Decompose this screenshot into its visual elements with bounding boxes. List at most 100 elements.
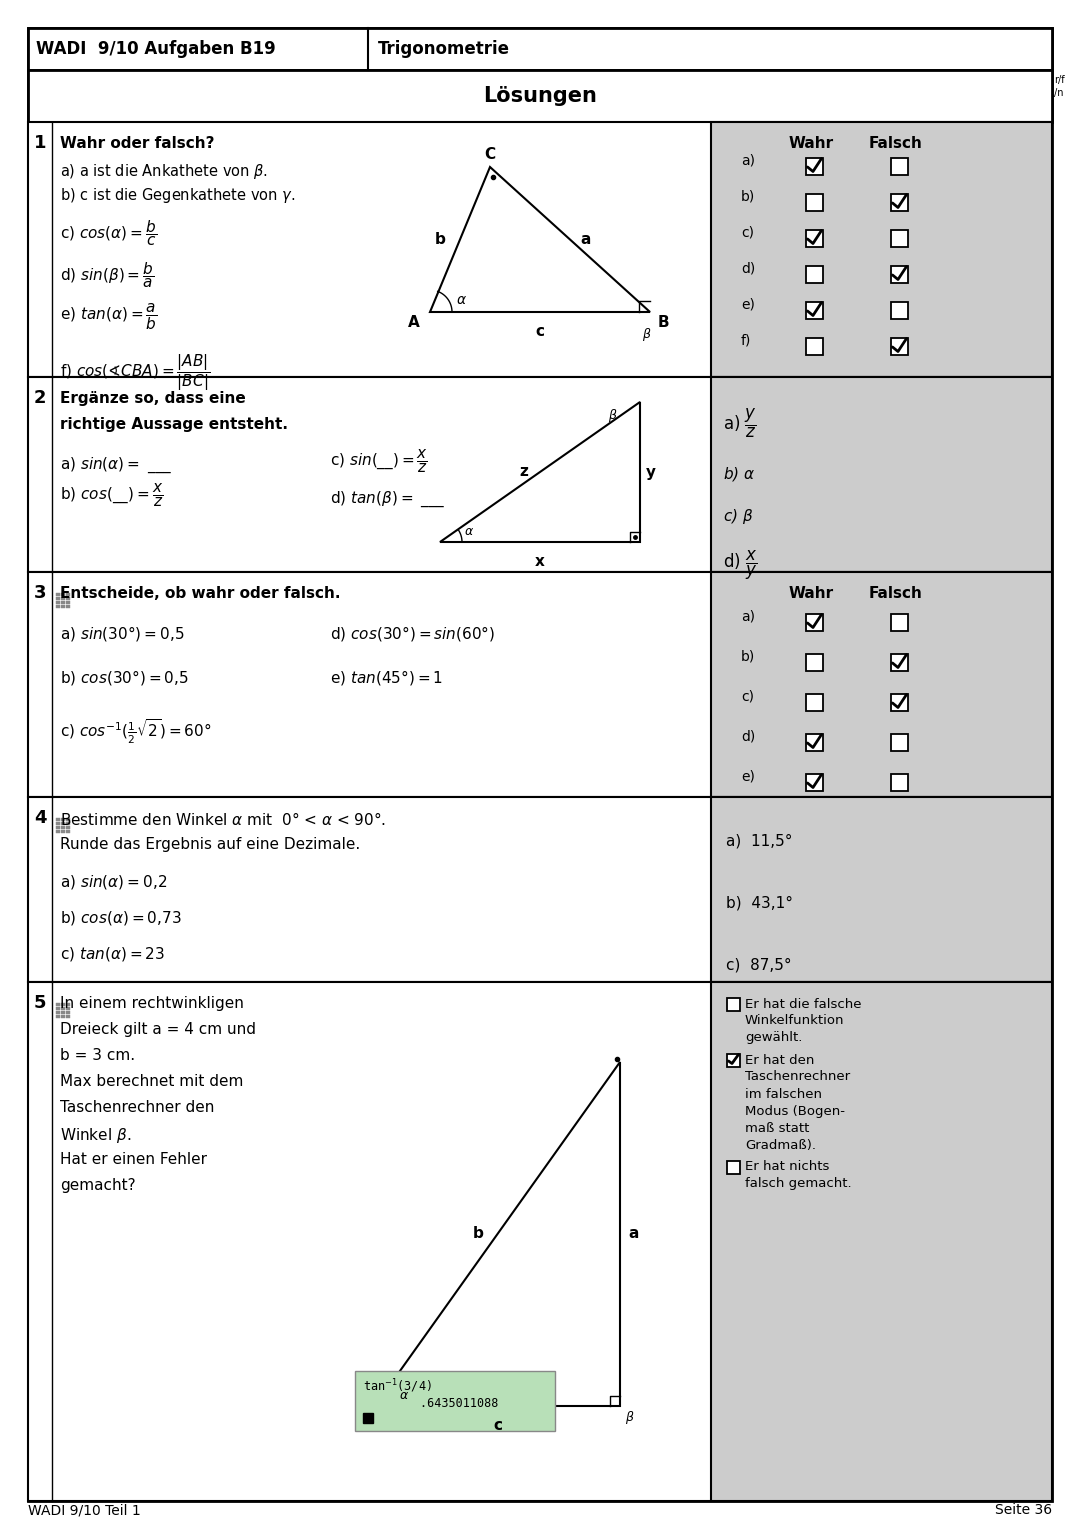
Bar [66,1011,70,1014]
Bar [60,1015,65,1018]
Bar [56,593,60,596]
Bar [727,997,740,1011]
Text: /n: /n [1054,89,1064,98]
Text: x: x [535,553,545,569]
Bar [60,593,65,596]
Text: a) $\dfrac{y}{z}$: a) $\dfrac{y}{z}$ [723,407,757,440]
Text: maß statt: maß statt [745,1121,809,1135]
Bar [60,1008,65,1011]
Text: e): e) [741,298,755,312]
Text: Er hat nichts: Er hat nichts [745,1161,829,1173]
Text: e) $tan(\alpha) = \dfrac{a}{b}$: e) $tan(\alpha) = \dfrac{a}{b}$ [60,303,158,332]
Text: c) $tan(\alpha) = 23$: c) $tan(\alpha) = 23$ [60,945,165,963]
Bar [363,1413,373,1423]
Bar [60,1003,65,1006]
Text: B: B [658,315,670,330]
Bar [355,1372,555,1431]
Bar [66,823,70,826]
Bar [56,1011,60,1014]
Bar [891,301,907,318]
Text: gemacht?: gemacht? [60,1177,136,1193]
Bar [711,982,1052,1501]
Text: f) $cos(\sphericalangle CBA) = \dfrac{|AB|}{|BC|}$: f) $cos(\sphericalangle CBA) = \dfrac{|A… [60,352,211,393]
Bar [806,694,823,711]
Text: In einem rechtwinkligen: In einem rechtwinkligen [60,995,244,1011]
Bar [60,601,65,604]
Bar [806,653,823,671]
Text: c) $cos(\alpha) = \dfrac{b}{c}$: c) $cos(\alpha) = \dfrac{b}{c}$ [60,219,158,248]
Text: e): e) [741,771,755,784]
Bar [28,572,1052,797]
Bar [66,818,70,821]
Text: c): c) [741,690,754,703]
Text: gewählt.: gewählt. [745,1032,802,1044]
Bar [66,593,70,596]
Text: b = 3 cm.: b = 3 cm. [60,1047,135,1063]
Text: Falsch: Falsch [869,586,923,601]
Text: Er hat den: Er hat den [745,1053,814,1067]
Text: b: b [435,232,446,248]
Bar [66,830,70,833]
Text: d) $tan(\beta) =$ ___: d) $tan(\beta) =$ ___ [330,489,446,509]
Text: $\beta$: $\beta$ [625,1410,635,1427]
Bar [28,70,1052,122]
Text: Trigonometrie: Trigonometrie [378,40,510,58]
Text: a) $sin(\alpha) = 0{,}2$: a) $sin(\alpha) = 0{,}2$ [60,873,167,891]
Bar [806,194,823,211]
Text: tan$^{-1}$(3/4): tan$^{-1}$(3/4) [363,1378,432,1394]
Bar [806,301,823,318]
Bar [60,596,65,599]
Text: WADI  9/10 Aufgaben B19: WADI 9/10 Aufgaben B19 [36,40,275,58]
Text: d): d) [741,261,755,277]
Text: c) $cos^{-1}(\frac{1}{2}\sqrt{2}) = 60°$: c) $cos^{-1}(\frac{1}{2}\sqrt{2}) = 60°$ [60,719,212,746]
Bar [56,830,60,833]
Text: C: C [485,147,496,162]
Text: c) $sin(\_\_) = \dfrac{x}{z}$: c) $sin(\_\_) = \dfrac{x}{z}$ [330,448,428,476]
Text: b): b) [741,190,755,203]
Text: 1: 1 [33,135,46,151]
Bar [806,229,823,246]
Text: Max berechnet mit dem: Max berechnet mit dem [60,1073,243,1089]
Bar [891,157,907,174]
Bar [806,613,823,630]
Bar [56,1008,60,1011]
Text: b) $cos(30°) = 0{,}5$: b) $cos(30°) = 0{,}5$ [60,668,189,687]
Text: b) $cos(\_\_) = \dfrac{x}{z}$: b) $cos(\_\_) = \dfrac{x}{z}$ [60,482,163,509]
Text: c: c [492,1417,502,1433]
Bar [806,266,823,283]
Text: A: A [408,315,420,330]
Text: y: y [646,465,656,480]
Bar [28,28,1052,70]
Bar [28,122,1052,378]
Bar [56,1015,60,1018]
Text: z: z [519,465,528,480]
Bar [66,826,70,829]
Bar [891,774,907,790]
Bar [66,1008,70,1011]
Text: a) $sin(\alpha) =$ ___: a) $sin(\alpha) =$ ___ [60,456,173,476]
Text: b): b) [741,650,755,664]
Bar [711,572,1052,797]
Text: Dreieck gilt a = 4 cm und: Dreieck gilt a = 4 cm und [60,1021,256,1037]
Text: 3: 3 [33,584,46,602]
Text: $\beta$: $\beta$ [642,326,651,342]
Bar [56,1003,60,1006]
Bar [891,338,907,355]
Text: Winkel $\beta$.: Winkel $\beta$. [60,1125,132,1145]
Text: Gradmaß).: Gradmaß). [745,1139,816,1151]
Text: a) $sin(30°) = 0{,}5$: a) $sin(30°) = 0{,}5$ [60,624,185,644]
Bar [711,378,1052,572]
Text: a): a) [741,610,755,624]
Text: d) $\dfrac{x}{y}$: d) $\dfrac{x}{y}$ [723,549,757,583]
Bar [60,605,65,609]
Text: Taschenrechner: Taschenrechner [745,1070,850,1084]
Text: a) a ist die Ankathete von $\beta$.: a) a ist die Ankathete von $\beta$. [60,162,268,180]
Bar [711,122,1052,378]
Bar [60,830,65,833]
Text: Winkelfunktion: Winkelfunktion [745,1015,845,1027]
Text: c: c [536,324,544,339]
Text: Bestimme den Winkel $\alpha$ mit  0° < $\alpha$ < 90°.: Bestimme den Winkel $\alpha$ mit 0° < $\… [60,810,386,829]
Bar [891,734,907,751]
Bar [891,229,907,246]
Text: a: a [627,1226,638,1242]
